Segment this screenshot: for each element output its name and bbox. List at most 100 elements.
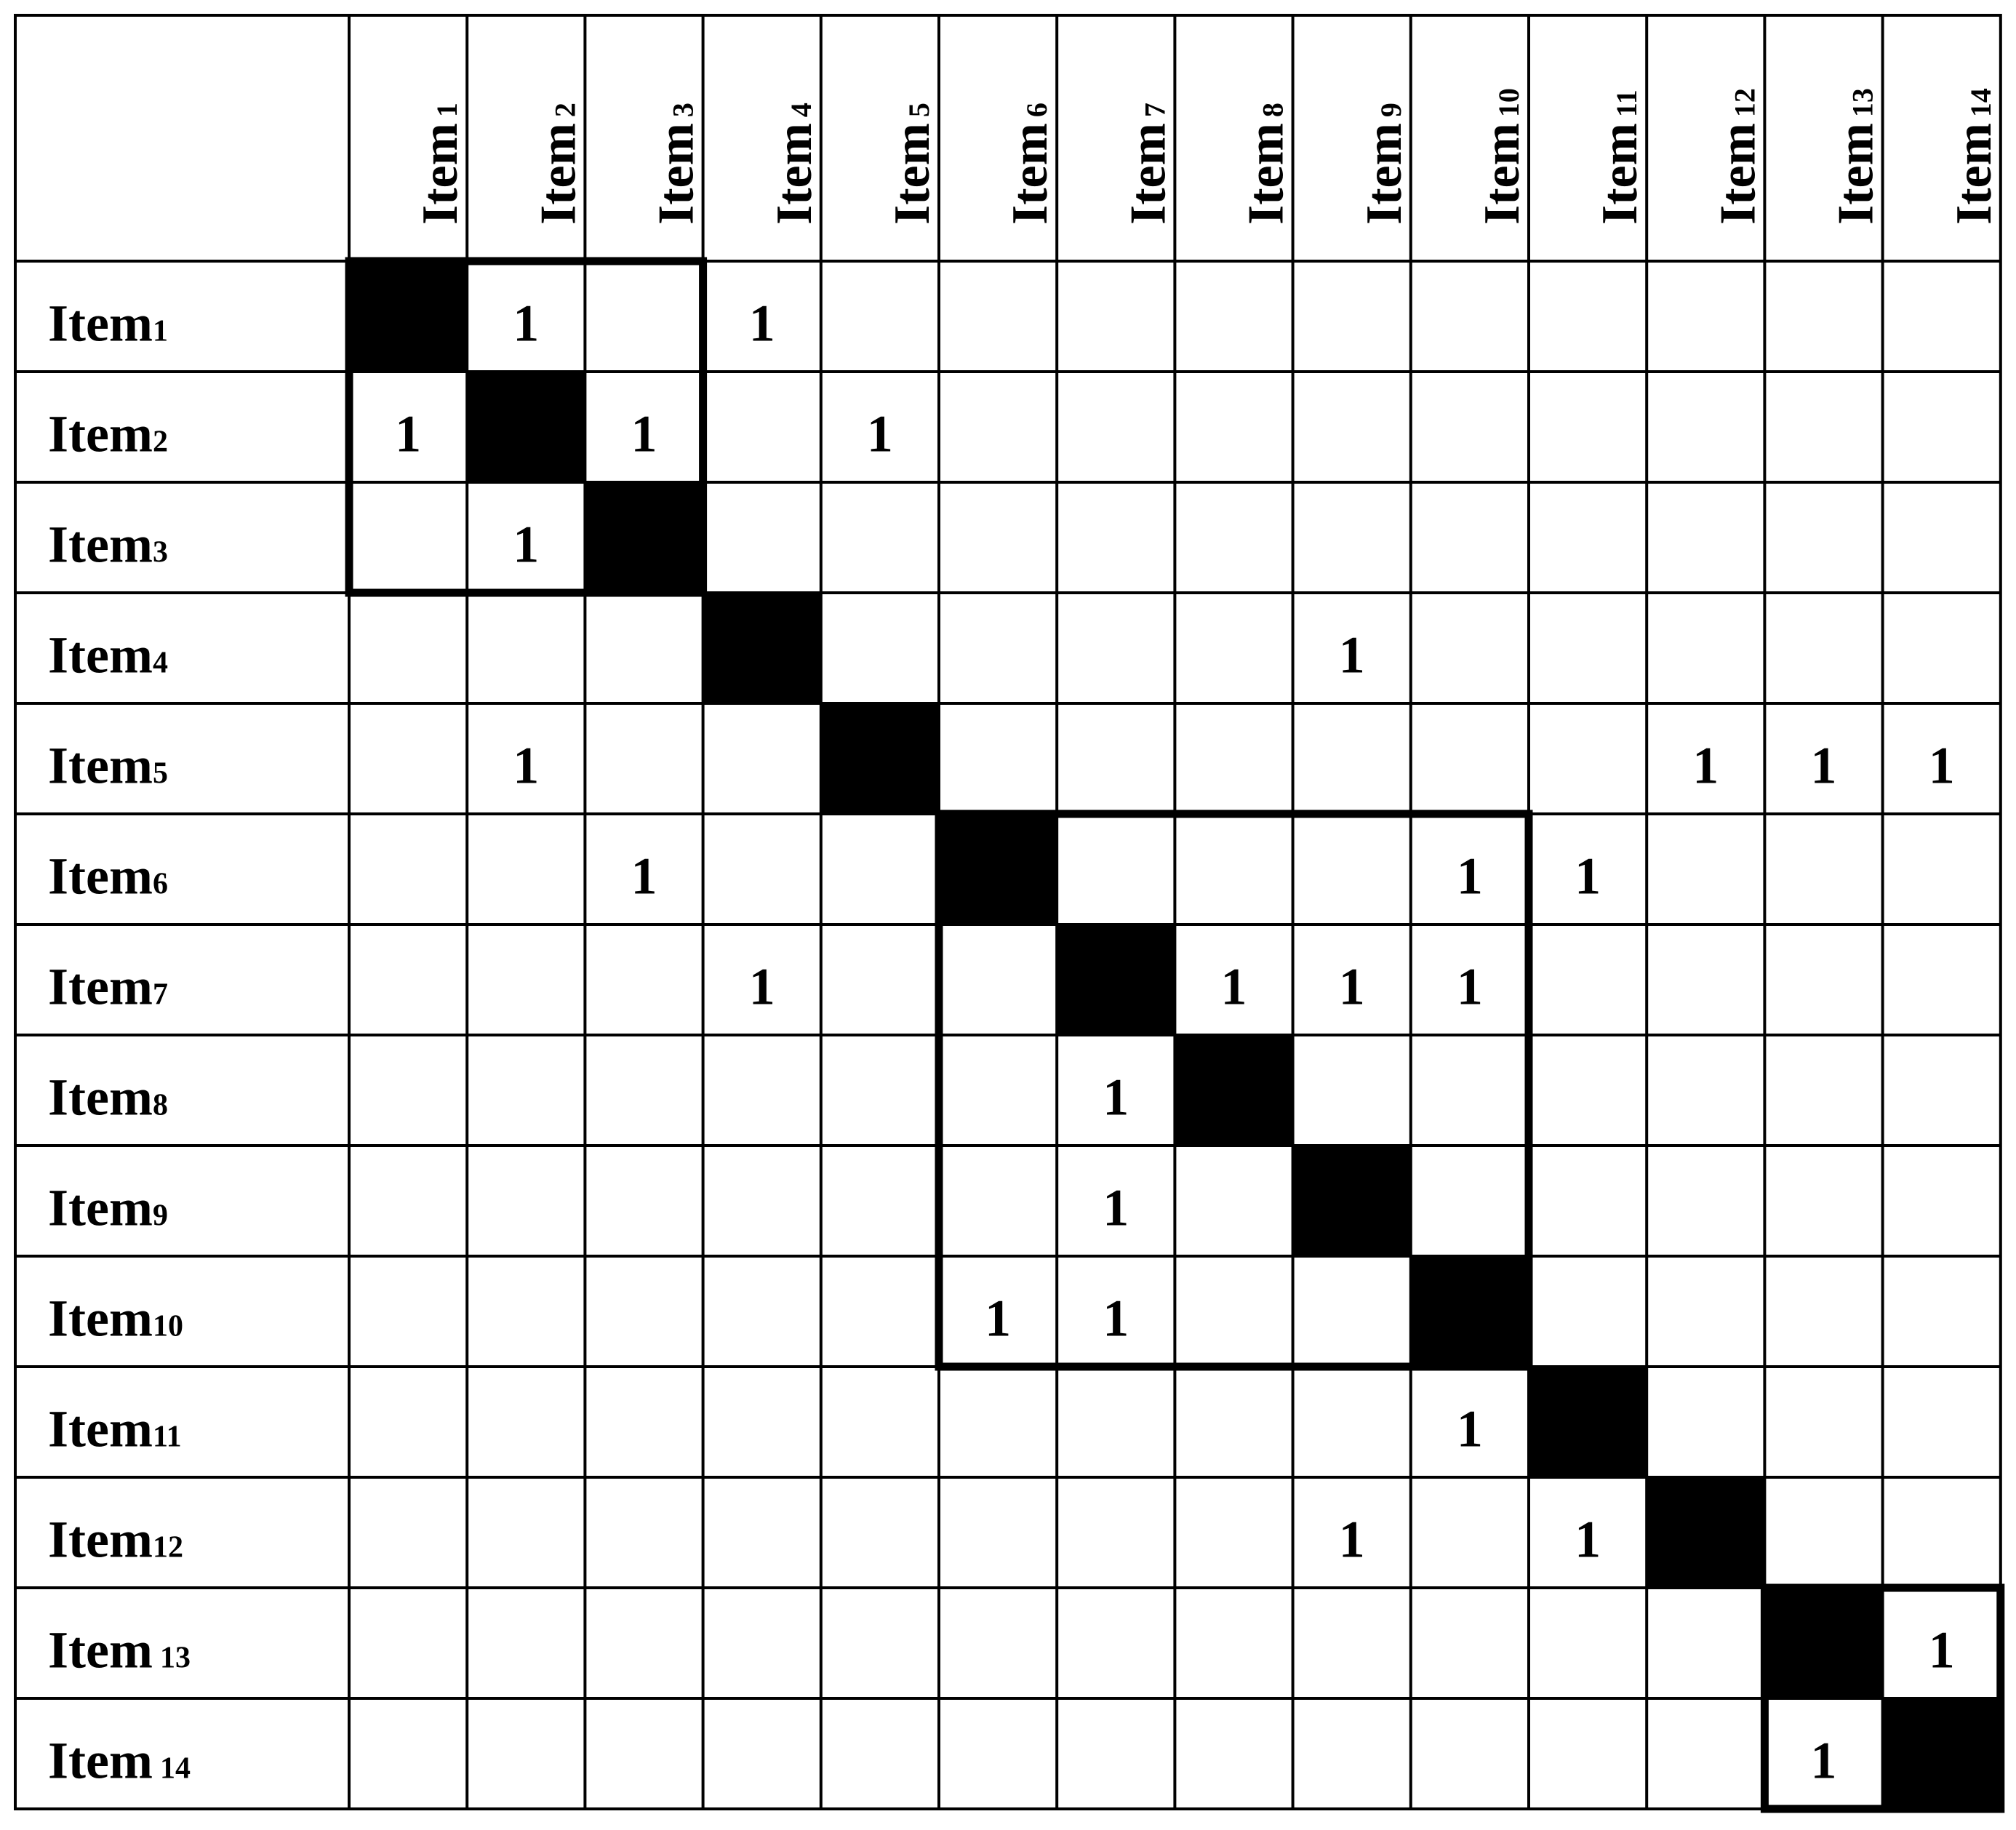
header-text: Item xyxy=(530,123,586,225)
cell-value: 1 xyxy=(1929,1621,1955,1679)
row-sub: 7 xyxy=(153,978,168,1011)
cluster-box xyxy=(935,810,1533,1371)
row-sub: 6 xyxy=(153,867,168,900)
diagonal-cell xyxy=(1529,1367,1647,1477)
row-header: Item2 xyxy=(48,404,168,463)
cell-value: 1 xyxy=(1103,1289,1129,1347)
row-text: Item xyxy=(48,1068,153,1126)
header-sub: 2 xyxy=(548,103,581,117)
cell-value: 1 xyxy=(1221,957,1247,1015)
header-text: Item xyxy=(1828,123,1884,225)
row-header: Item 13 xyxy=(48,1621,191,1679)
cell-value: 1 xyxy=(513,294,539,352)
header-sub: 13 xyxy=(1847,88,1879,117)
header-sub: 8 xyxy=(1257,103,1289,117)
row-text: Item xyxy=(48,1731,153,1789)
row-header: Item7 xyxy=(48,957,168,1015)
row-header: Item4 xyxy=(48,626,168,684)
diagonal-cell xyxy=(1292,1146,1411,1256)
cell-value: 1 xyxy=(1692,736,1719,794)
row-text: Item xyxy=(48,1510,153,1568)
cell-value: 1 xyxy=(1811,736,1837,794)
header-text: Item xyxy=(1239,123,1295,225)
cluster-box xyxy=(1760,1583,2005,1813)
header-sub: 9 xyxy=(1375,103,1407,117)
row-header: Item11 xyxy=(48,1399,182,1458)
row-text: Item xyxy=(48,626,153,684)
row-header: Item9 xyxy=(48,1178,168,1236)
cell-value: 1 xyxy=(513,736,539,794)
header-sub: 11 xyxy=(1610,89,1643,117)
row-header: Item 14 xyxy=(48,1731,191,1789)
header-text: Item xyxy=(1592,123,1648,225)
cell-value: 1 xyxy=(1929,736,1955,794)
cell-value: 1 xyxy=(1339,957,1365,1015)
row-header: Item10 xyxy=(48,1289,183,1347)
row-text: Item xyxy=(48,736,153,794)
row-sub: 3 xyxy=(153,535,168,569)
header-text: Item xyxy=(1356,123,1412,225)
row-text: Item xyxy=(48,294,153,352)
header-text: Item xyxy=(1474,123,1530,225)
diagonal-cell xyxy=(1410,1256,1529,1367)
cell-value: 1 xyxy=(867,404,893,463)
header-sub: 7 xyxy=(1138,103,1171,117)
row-sub: 2 xyxy=(153,425,168,458)
cell-value: 1 xyxy=(631,404,657,463)
header-sub: 10 xyxy=(1492,88,1525,117)
header-sub: 14 xyxy=(1964,88,1997,117)
cell-value: 1 xyxy=(1103,1178,1129,1236)
row-text: Item xyxy=(48,515,153,573)
header-text: Item xyxy=(1002,123,1058,225)
column-header: Item 1 xyxy=(412,103,468,225)
header-sub: 5 xyxy=(903,103,935,117)
column-header: Item 13 xyxy=(1828,88,1884,225)
row-sub: 1 xyxy=(153,314,168,348)
row-header: Item3 xyxy=(48,515,168,573)
column-header: Item 14 xyxy=(1946,88,2002,225)
cell-value: 1 xyxy=(395,404,421,463)
header-text: Item xyxy=(1710,123,1766,225)
row-sub: 14 xyxy=(160,1751,191,1785)
column-header: Item 12 xyxy=(1710,88,1766,225)
diagonal-cell xyxy=(349,261,468,372)
cell-value: 1 xyxy=(1811,1731,1837,1789)
table-border xyxy=(14,14,2002,1810)
column-header: Item 11 xyxy=(1592,89,1648,225)
row-header: Item12 xyxy=(48,1510,183,1568)
column-header: Item 10 xyxy=(1474,88,1530,225)
header-text: Item xyxy=(412,123,468,225)
cell-value: 1 xyxy=(1339,626,1365,684)
row-text: Item xyxy=(48,1178,153,1236)
row-header: Item6 xyxy=(48,847,168,905)
cell-value: 1 xyxy=(1457,847,1483,905)
diagonal-cell xyxy=(1882,1698,2001,1809)
cell-value: 1 xyxy=(1339,1510,1365,1568)
row-header: Item5 xyxy=(48,736,168,794)
column-header: Item 4 xyxy=(767,103,823,225)
cell-value: 1 xyxy=(1457,957,1483,1015)
cell-value: 1 xyxy=(1575,847,1601,905)
header-sub: 1 xyxy=(431,103,463,117)
column-header: Item 6 xyxy=(1002,103,1058,225)
diagonal-cell xyxy=(820,703,939,814)
cell-value: 1 xyxy=(749,957,775,1015)
row-text: Item xyxy=(48,847,153,905)
row-sub: 12 xyxy=(153,1530,183,1564)
row-header: Item8 xyxy=(48,1068,168,1126)
cell-value: 1 xyxy=(985,1289,1011,1347)
diagonal-cell xyxy=(1647,1477,1765,1588)
cell-value: 1 xyxy=(1575,1510,1601,1568)
cell-value: 1 xyxy=(513,515,539,573)
row-text: Item xyxy=(48,404,153,463)
column-header: Item 7 xyxy=(1120,103,1176,225)
diagonal-cell xyxy=(703,593,821,703)
row-text: Item xyxy=(48,957,153,1015)
row-text: Item xyxy=(48,1399,153,1458)
row-sub: 13 xyxy=(160,1641,191,1674)
row-sub: 4 xyxy=(153,646,168,679)
diagonal-cell xyxy=(1057,924,1175,1035)
cell-value: 1 xyxy=(1457,1399,1483,1458)
diagonal-cell xyxy=(467,372,585,482)
